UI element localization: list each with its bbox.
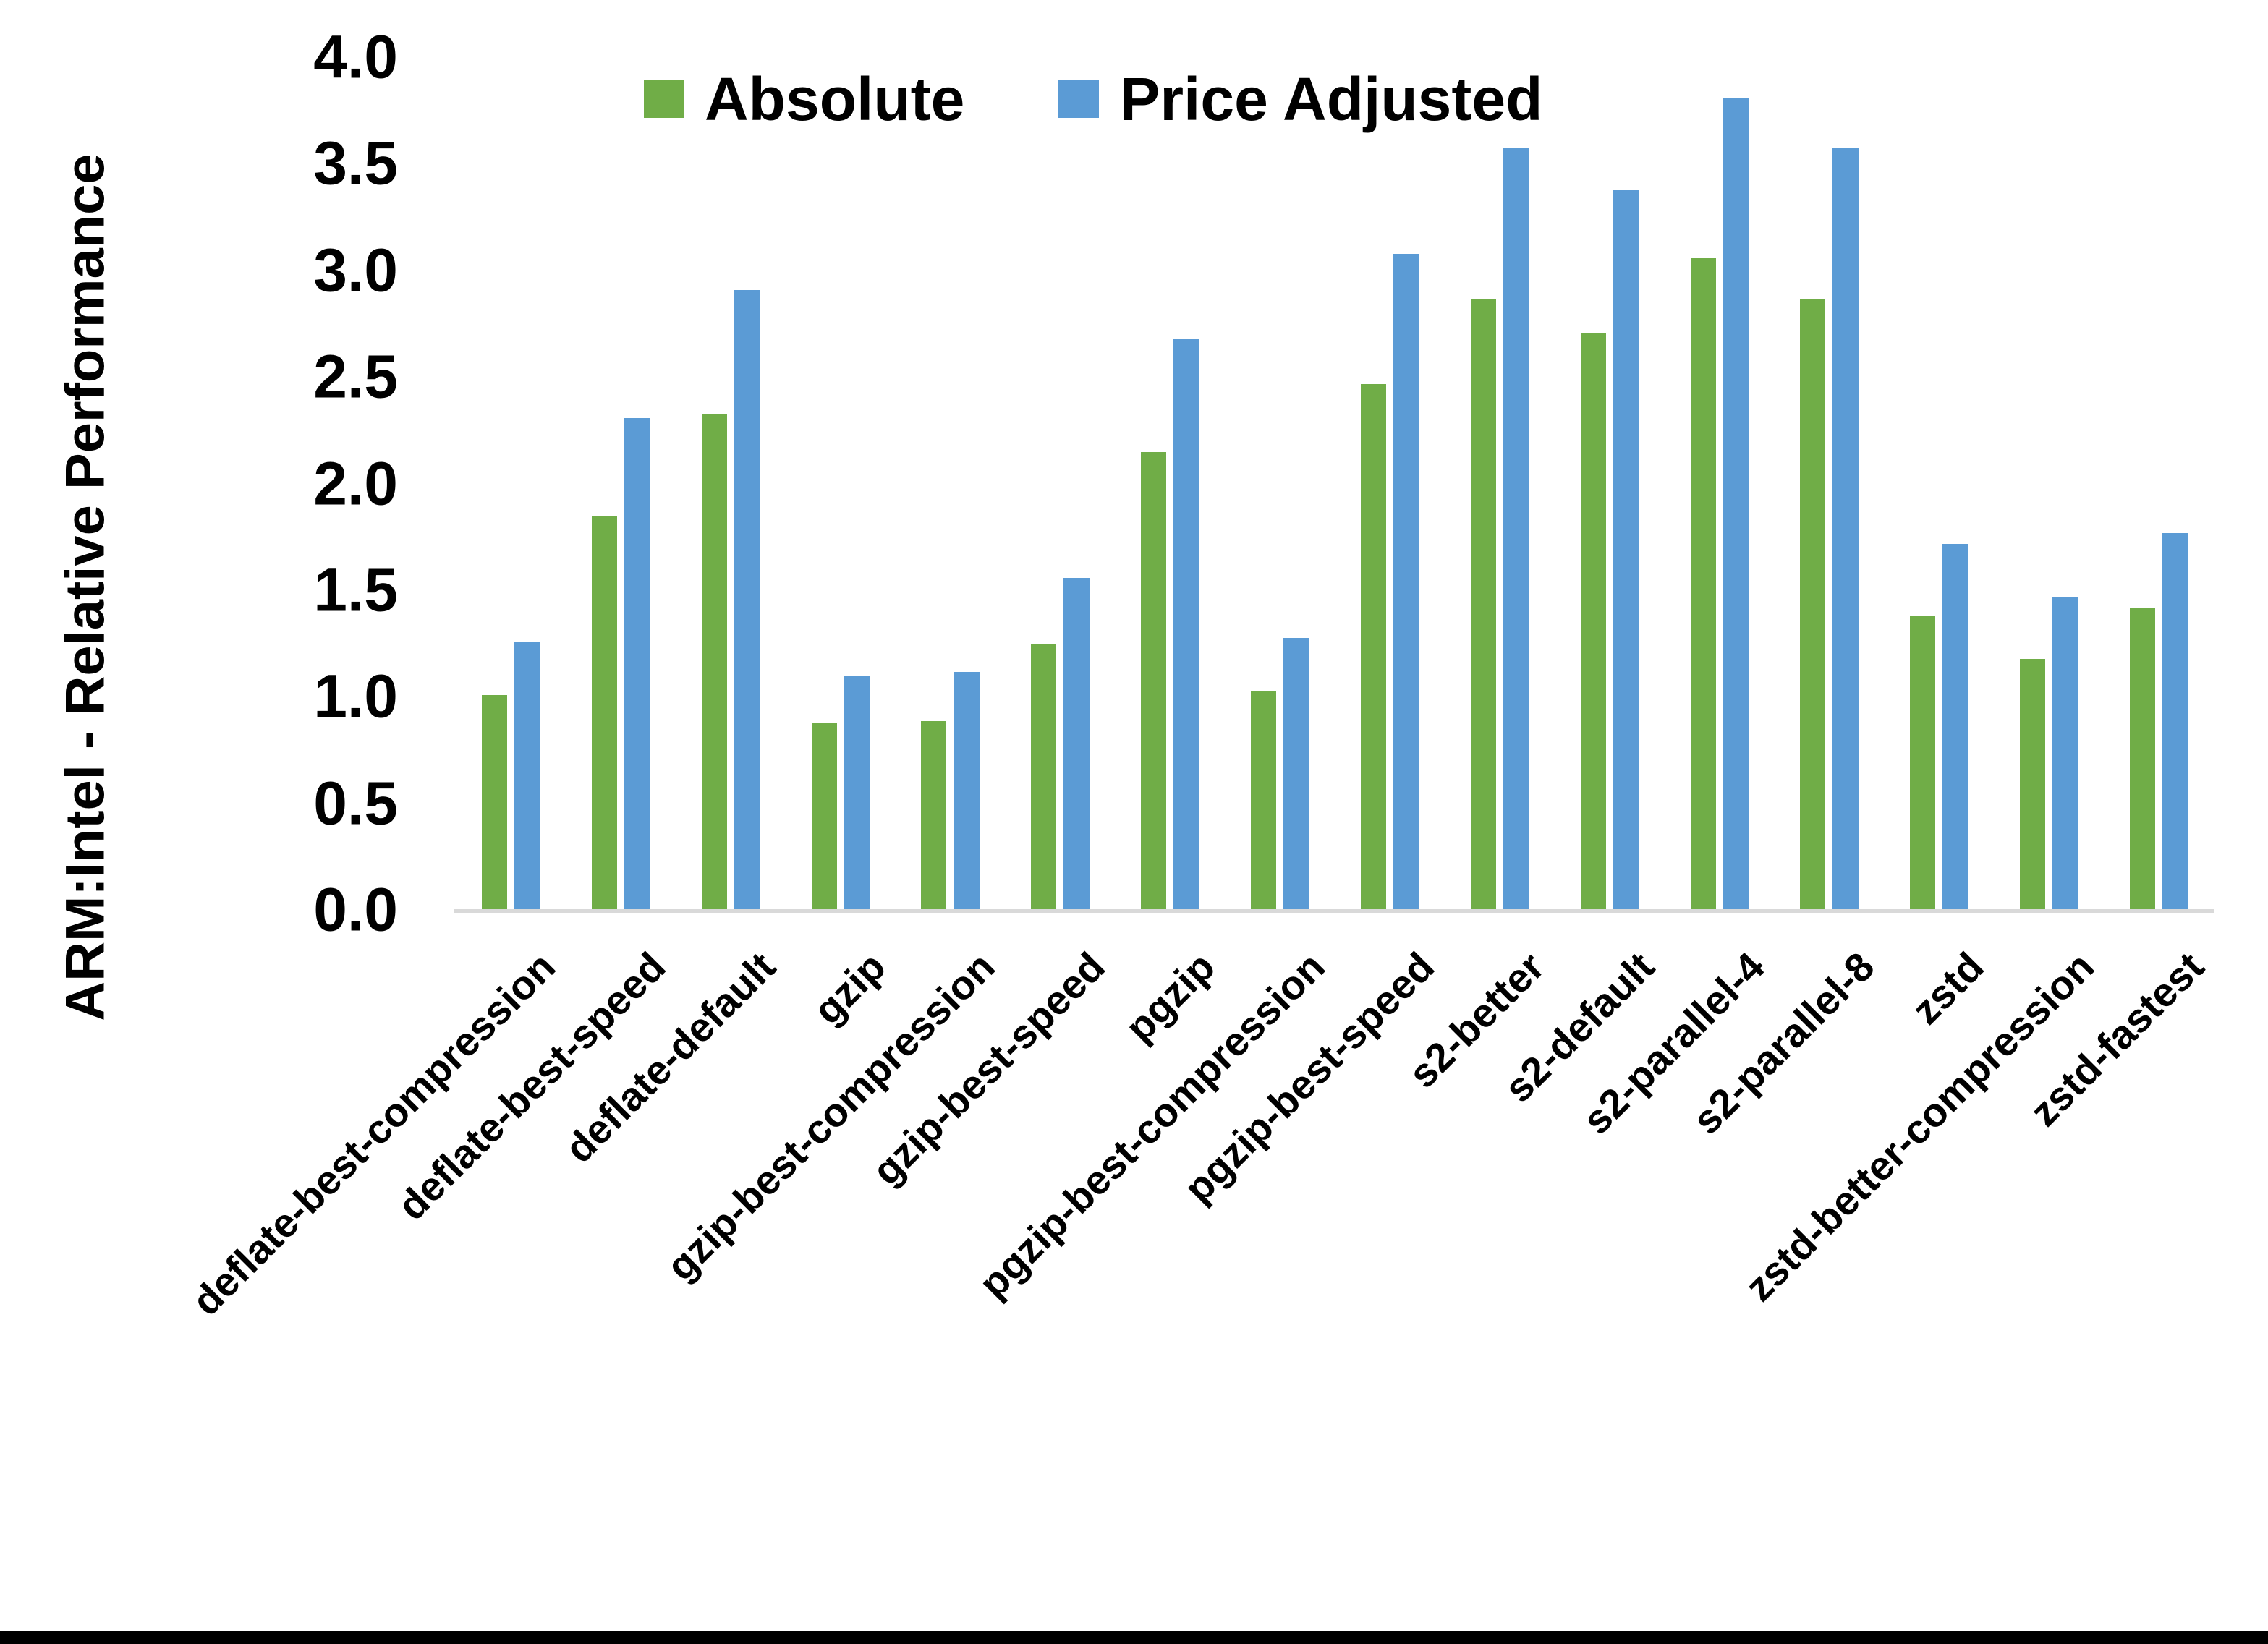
- price-adjusted-bar-pgzip-best-compression: [1283, 637, 1310, 911]
- y-tick-label-1.0: 1.0: [313, 662, 398, 731]
- price-adjusted-bar-pgzip: [1173, 339, 1200, 911]
- price-adjusted-bar-deflate-best-speed: [624, 418, 650, 911]
- y-tick-label-0.0: 0.0: [313, 875, 398, 944]
- absolute-bar-pgzip-best-speed: [1360, 384, 1386, 911]
- absolute-bar-zstd-fastest: [2130, 608, 2156, 911]
- y-tick-label-3.0: 3.0: [313, 236, 398, 304]
- absolute-bar-s2-better: [1470, 299, 1496, 911]
- absolute-bar-deflate-best-compression: [481, 695, 507, 911]
- price-adjusted-bar-deflate-default: [734, 290, 760, 911]
- absolute-bar-s2-parallel-4: [1690, 258, 1716, 911]
- y-tick-label-3.5: 3.5: [313, 129, 398, 197]
- x-label-zstd: zstd: [1903, 943, 1993, 1034]
- absolute-bar-pgzip: [1141, 452, 1167, 911]
- legend-label-absolute: Absolute: [705, 65, 965, 133]
- y-tick-label-1.5: 1.5: [313, 555, 398, 624]
- price-adjusted-bar-gzip-best-compression: [954, 671, 980, 911]
- absolute-bar-deflate-default: [701, 414, 727, 911]
- absolute-bar-gzip-best-compression: [921, 720, 947, 911]
- price-adjusted-bar-deflate-best-compression: [514, 642, 540, 911]
- y-axis-title: ARM:Intel - Relative Performance: [54, 153, 116, 1021]
- price-adjusted-bar-s2-parallel-4: [1723, 98, 1749, 911]
- price-adjusted-bar-gzip-best-speed: [1063, 578, 1090, 911]
- absolute-bar-gzip-best-speed: [1031, 644, 1057, 911]
- absolute-series-swatch-icon: [644, 80, 684, 118]
- legend-label-price-adjusted: Price Adjusted: [1119, 65, 1543, 133]
- price-adjusted-bar-zstd: [1942, 544, 1969, 911]
- price-adjusted-bar-s2-better: [1503, 147, 1529, 911]
- price-adjusted-bar-s2-default: [1613, 189, 1639, 911]
- absolute-bar-zstd: [1910, 616, 1936, 911]
- absolute-bar-deflate-best-speed: [591, 516, 617, 911]
- plot-area: [456, 58, 2214, 911]
- absolute-bar-pgzip-best-compression: [1251, 691, 1277, 911]
- y-tick-label-4.0: 4.0: [313, 22, 398, 91]
- price-adjusted-bar-gzip: [844, 676, 870, 911]
- x-axis-baseline: [454, 909, 2214, 913]
- x-label-pgzip: pgzip: [1116, 943, 1224, 1051]
- bottom-border-bar: [0, 1631, 2268, 1644]
- absolute-bar-gzip: [811, 723, 837, 911]
- legend: Absolute Price Adjusted: [644, 69, 1542, 129]
- y-tick-label-2.0: 2.0: [313, 448, 398, 517]
- absolute-bar-s2-default: [1580, 333, 1606, 911]
- absolute-bar-s2-parallel-8: [1800, 299, 1826, 911]
- price-adjusted-bar-pgzip-best-speed: [1393, 254, 1419, 911]
- price-adjusted-series-swatch-icon: [1058, 80, 1100, 118]
- price-adjusted-bar-zstd-fastest: [2162, 533, 2189, 911]
- y-tick-label-0.5: 0.5: [313, 768, 398, 837]
- legend-item-absolute: Absolute: [644, 69, 964, 129]
- price-adjusted-bar-s2-parallel-8: [1832, 147, 1859, 911]
- price-adjusted-bar-zstd-better-compression: [2052, 597, 2079, 911]
- x-label-gzip: gzip: [804, 943, 894, 1034]
- legend-item-price-adjusted: Price Adjusted: [1058, 69, 1542, 129]
- absolute-bar-zstd-better-compression: [2020, 659, 2046, 911]
- y-tick-label-2.5: 2.5: [313, 342, 398, 411]
